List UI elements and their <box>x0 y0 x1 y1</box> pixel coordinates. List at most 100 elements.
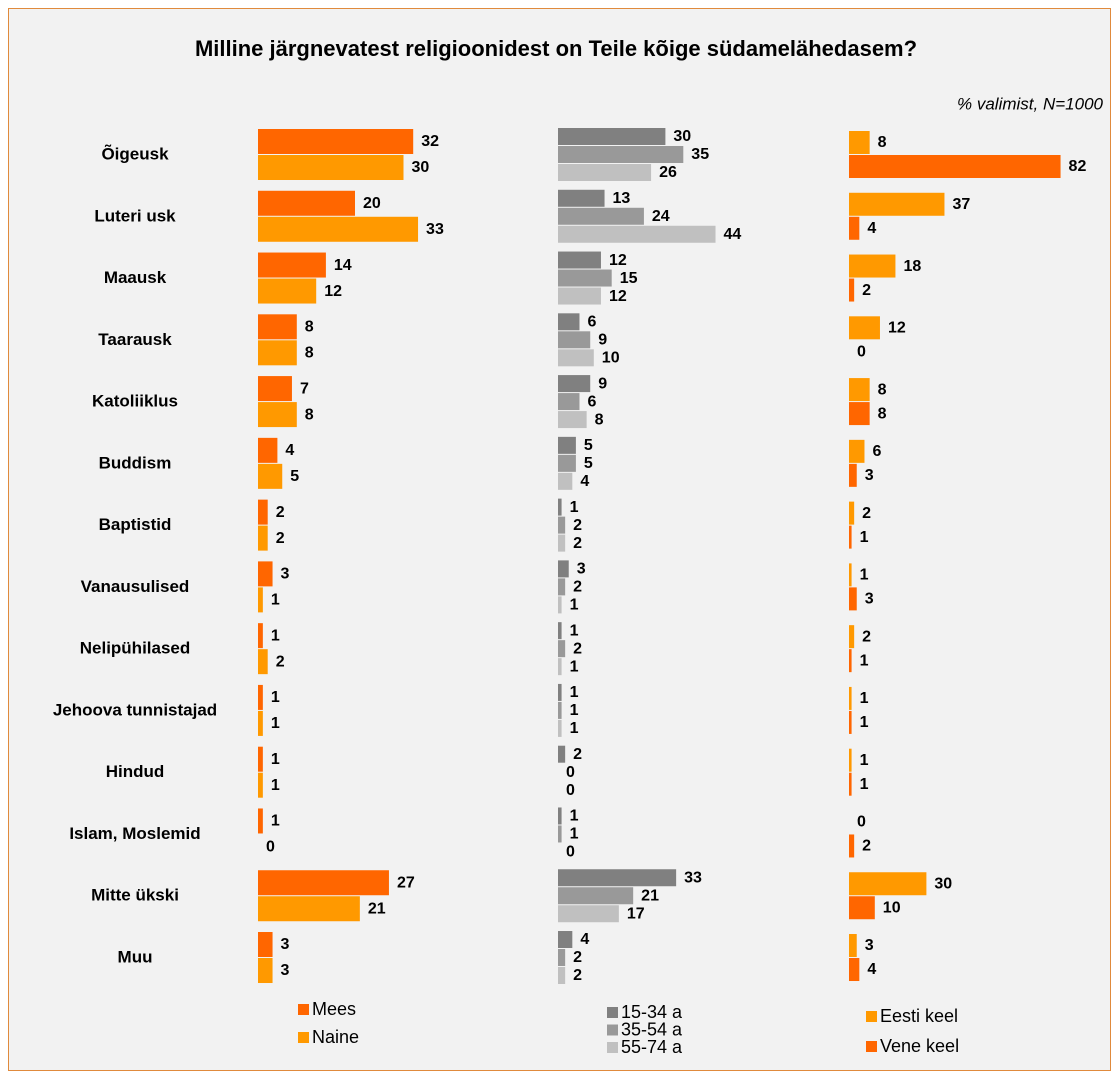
bar <box>558 596 562 614</box>
category-label: Nelipühilased <box>80 639 191 658</box>
value-label: 8 <box>878 134 887 151</box>
bar <box>849 316 880 340</box>
value-label: 1 <box>271 592 280 609</box>
value-label: 4 <box>285 442 294 459</box>
bar <box>849 958 860 982</box>
bar <box>558 869 677 887</box>
bar <box>258 932 273 958</box>
value-label: 3 <box>281 962 290 979</box>
value-label: 1 <box>570 597 579 614</box>
bar <box>258 684 263 710</box>
bar <box>849 216 860 240</box>
bar <box>258 463 283 489</box>
value-label: 8 <box>878 381 887 398</box>
legend-label: 15-34 a <box>621 1002 683 1022</box>
value-label: 2 <box>573 579 582 596</box>
legend-label: 55-74 a <box>621 1037 683 1057</box>
bar <box>258 129 414 154</box>
bar <box>558 313 580 331</box>
bar <box>558 640 566 658</box>
bar <box>558 225 716 243</box>
bar <box>558 472 573 490</box>
bar <box>558 887 634 905</box>
bar <box>258 587 263 613</box>
bar <box>258 710 263 736</box>
value-label: 12 <box>888 320 906 337</box>
value-label: 4 <box>580 931 589 948</box>
value-label: 2 <box>862 282 871 299</box>
value-label: 9 <box>598 375 607 392</box>
value-label: 2 <box>573 535 582 552</box>
bar <box>258 896 360 922</box>
value-label: 1 <box>860 529 869 546</box>
value-label: 0 <box>266 839 275 856</box>
value-label: 18 <box>903 258 921 275</box>
bar <box>258 746 263 772</box>
bar <box>849 254 896 278</box>
bar <box>558 931 573 949</box>
bar <box>558 825 562 843</box>
legend-swatch <box>298 1004 309 1015</box>
category-label: Maausk <box>104 268 167 287</box>
bar <box>849 649 852 673</box>
value-label: 3 <box>865 591 874 608</box>
value-label: 1 <box>570 684 579 701</box>
category-label: Islam, Moslemid <box>69 824 200 843</box>
value-label: 0 <box>566 764 575 781</box>
bar <box>558 251 601 269</box>
bar <box>849 501 855 525</box>
value-label: 2 <box>276 530 285 547</box>
bar <box>258 155 404 180</box>
value-label: 1 <box>570 808 579 825</box>
bar <box>558 658 562 676</box>
value-label: 1 <box>860 752 869 769</box>
value-label: 12 <box>609 252 627 269</box>
value-label: 6 <box>587 393 596 410</box>
value-label: 10 <box>602 350 620 367</box>
bar <box>849 710 852 734</box>
category-label: Katoliiklus <box>92 392 178 411</box>
bar <box>258 190 355 216</box>
value-label: 8 <box>305 406 314 423</box>
bar <box>558 807 562 825</box>
value-label: 12 <box>609 288 627 305</box>
value-label: 20 <box>363 195 381 212</box>
value-label: 2 <box>862 838 871 855</box>
bar <box>558 719 562 737</box>
bar <box>558 375 591 393</box>
bar <box>849 872 927 896</box>
value-label: 2 <box>573 949 582 966</box>
value-label: 2 <box>276 504 285 521</box>
bar <box>849 155 1061 178</box>
bar <box>558 207 644 225</box>
value-label: 2 <box>573 746 582 763</box>
category-label: Hindud <box>106 762 165 781</box>
bar <box>258 278 317 304</box>
bar <box>849 625 855 649</box>
bar <box>258 958 273 984</box>
value-label: 1 <box>271 813 280 830</box>
bar <box>258 376 292 402</box>
value-label: 8 <box>595 411 604 428</box>
bar <box>558 411 587 429</box>
legend-swatch <box>607 1024 618 1036</box>
value-label: 17 <box>627 905 645 922</box>
value-label: 2 <box>276 653 285 670</box>
value-label: 0 <box>566 782 575 799</box>
bar <box>258 340 297 366</box>
bar <box>558 331 591 349</box>
value-label: 0 <box>857 344 866 361</box>
bar <box>558 516 566 534</box>
value-label: 4 <box>867 961 876 978</box>
value-label: 1 <box>271 689 280 706</box>
bar <box>849 402 870 426</box>
category-label: Luteri usk <box>94 206 176 225</box>
bar <box>258 525 268 551</box>
bar <box>558 949 566 967</box>
chart-subtitle: % valimist, N=1000 <box>957 94 1104 113</box>
bar <box>258 623 263 649</box>
bar <box>558 454 576 472</box>
value-label: 21 <box>368 900 386 917</box>
bar <box>558 905 619 923</box>
